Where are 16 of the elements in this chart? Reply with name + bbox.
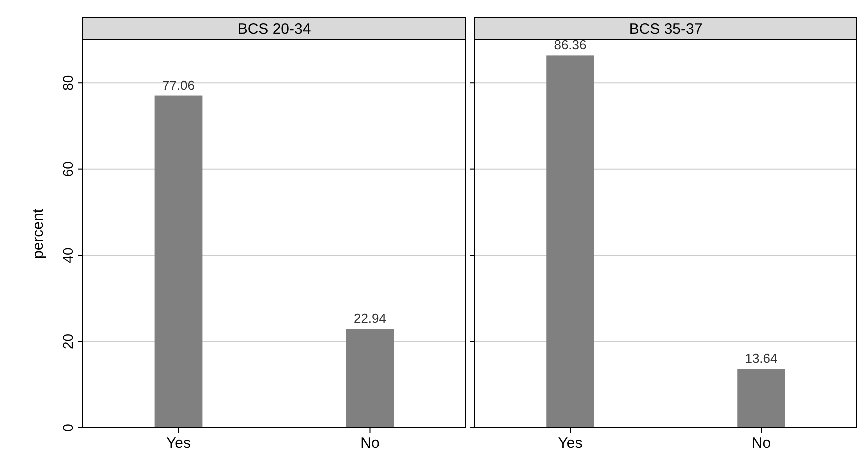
x-tick-label: No [360,435,380,452]
y-tick-label: 60 [60,161,76,178]
data-label: 86.36 [554,38,587,53]
y-axis-title: percent [30,208,47,260]
y-tick-label: 0 [60,424,76,432]
x-tick-label: Yes [558,435,583,452]
data-label: 13.64 [745,351,778,366]
x-tick-label: Yes [166,435,191,452]
chart-title: BCS 35-37 [629,21,703,38]
data-label: 22.94 [354,311,387,326]
y-tick-label: 20 [60,334,76,350]
y-tick-label: 40 [60,248,76,264]
y-tick-label: 80 [60,75,76,91]
chart-title: BCS 20-34 [238,21,312,38]
x-tick-label: No [752,435,772,452]
data-label: 77.06 [162,78,196,93]
